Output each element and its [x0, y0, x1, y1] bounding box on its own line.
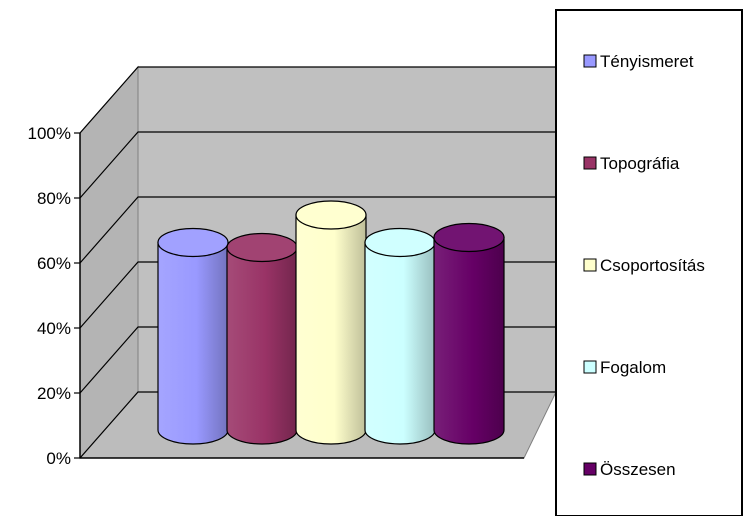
bar-4 [364, 227, 436, 445]
bar-3 [295, 200, 367, 445]
side-wall [79, 65, 139, 460]
y-axis: 0% 20% 40% 60% 80% 100% [28, 124, 524, 468]
legend-swatch [583, 156, 597, 170]
legend-label: Csoportosítás [600, 256, 705, 275]
bar-2 [226, 232, 298, 445]
bar-top [226, 232, 298, 263]
bar-1 [157, 227, 229, 445]
legend-swatch [583, 462, 597, 476]
legend-swatch [583, 360, 597, 374]
bar-body [364, 241, 436, 445]
bar-body [433, 236, 505, 445]
y-tick-label: 40% [37, 319, 71, 338]
bar-body [295, 214, 367, 445]
bar-top [157, 227, 229, 258]
legend-swatch [583, 258, 597, 272]
bars [157, 200, 505, 445]
legend-swatch [583, 54, 597, 68]
bar-top [295, 200, 367, 230]
bar-top [433, 222, 505, 253]
y-tick-label: 80% [37, 189, 71, 208]
bar-top [364, 227, 436, 258]
y-tick-label: 0% [46, 449, 71, 468]
legend-label: Fogalom [600, 358, 666, 377]
gridline [79, 131, 556, 199]
legend-label: Összesen [600, 460, 676, 479]
legend-label: Topográfia [600, 154, 680, 173]
y-tick-label: 20% [37, 384, 71, 403]
bar-body [157, 241, 229, 445]
y-tick-label: 100% [28, 124, 71, 143]
gridline [79, 196, 556, 264]
legend: Tényismeret Topográfia Csoportosítás Fogalo… [555, 9, 743, 516]
gridline [79, 66, 556, 134]
y-tick-label: 60% [37, 254, 71, 273]
bar-body [226, 246, 298, 445]
bar-5 [433, 222, 505, 445]
legend-label: Tényismeret [600, 52, 694, 71]
